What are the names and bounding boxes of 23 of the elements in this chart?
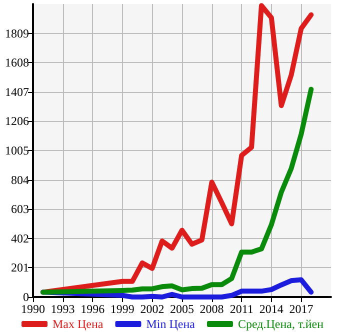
y-tick-label: 1206 bbox=[5, 114, 29, 128]
x-tick-label: 2005 bbox=[170, 302, 194, 316]
y-tick-label: 0 bbox=[23, 290, 29, 304]
legend-label: Сред.Цена, т.йен bbox=[238, 317, 324, 331]
legend-label: Max Цена bbox=[52, 317, 104, 331]
x-tick-label: 2014 bbox=[259, 302, 284, 316]
x-tick-label: 2002 bbox=[140, 302, 164, 316]
y-tick-label: 1608 bbox=[5, 56, 29, 70]
y-tick-label: 402 bbox=[11, 231, 29, 246]
y-tick-label: 804 bbox=[11, 172, 29, 187]
x-tick-label: 1993 bbox=[50, 302, 75, 316]
x-tick-label: 1990 bbox=[21, 302, 45, 316]
y-tick-label: 603 bbox=[11, 202, 29, 216]
x-tick-label: 2017 bbox=[289, 302, 314, 316]
x-tick-label: 2011 bbox=[230, 302, 254, 316]
legend-label: Min Цена bbox=[146, 317, 196, 331]
x-tick-label: 2008 bbox=[200, 302, 224, 316]
y-tick-label: 1407 bbox=[5, 84, 29, 99]
y-tick-label: 1005 bbox=[5, 144, 29, 158]
x-tick-label: 1999 bbox=[110, 302, 134, 316]
y-tick-label: 201 bbox=[11, 260, 29, 275]
x-tick-label: 1996 bbox=[80, 302, 105, 316]
y-tick-label: 1809 bbox=[5, 26, 29, 40]
